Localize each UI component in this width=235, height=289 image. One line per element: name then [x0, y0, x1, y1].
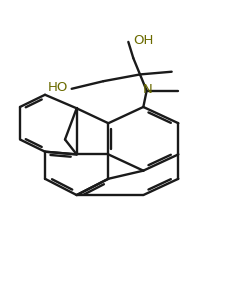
Text: OH: OH: [133, 34, 154, 47]
Text: HO: HO: [48, 81, 68, 94]
Text: N: N: [143, 83, 153, 96]
